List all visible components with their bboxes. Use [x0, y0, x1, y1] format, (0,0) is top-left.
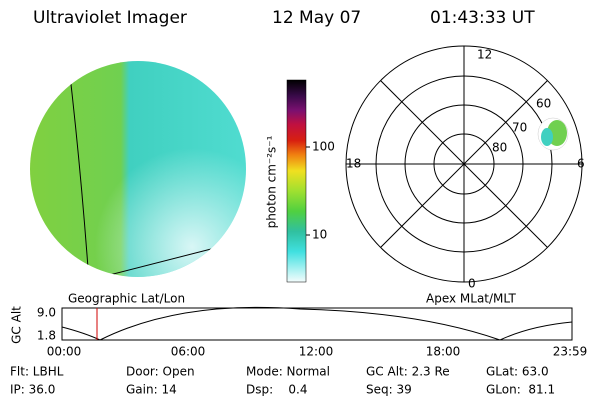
y-tick-label: 1.8 [37, 329, 56, 343]
x-tick-label: 23:59 [553, 345, 588, 359]
info-field: Gain: 14 [126, 383, 177, 397]
mlat-label: 70 [512, 121, 527, 135]
caption: Geographic Lat/Lon [68, 292, 185, 306]
mlt-label: 12 [477, 48, 492, 62]
colorbar-tick: 10 [312, 228, 327, 242]
info-field: GC Alt: 2.3 Re [366, 365, 450, 379]
info-field: Mode: Normal [246, 365, 330, 379]
altitude-frame [61, 307, 573, 341]
info-field: Flt: LBHL [10, 365, 64, 379]
mlt-label: 0 [468, 277, 476, 291]
x-tick-label: 18:00 [426, 345, 461, 359]
colorbar-tick: 100 [312, 140, 335, 154]
y-tick-label: 9.0 [37, 306, 56, 320]
info-field: GLat: 63.0 [486, 365, 549, 379]
y-label: GC Alt [10, 306, 24, 344]
mlt-label: 18 [346, 157, 361, 171]
info-field: Dsp: 0.4 [246, 383, 308, 397]
aurora-blob [537, 117, 569, 151]
x-tick-label: 00:00 [47, 345, 82, 359]
time: 01:43:33 UT [430, 8, 535, 28]
colorbar [286, 79, 307, 283]
altitude-curve [61, 306, 573, 341]
polar-grid [345, 45, 583, 283]
x-tick-label: 06:00 [171, 345, 206, 359]
info-field: Door: Open [126, 365, 195, 379]
x-tick-label: 12:00 [299, 345, 334, 359]
info-field: Seq: 39 [366, 383, 412, 397]
info-field: GLon: 81.1 [486, 383, 555, 397]
title: Ultraviolet Imager [33, 8, 187, 28]
image-disc [30, 61, 246, 277]
info-field: IP: 36.0 [10, 383, 55, 397]
caption: Apex MLat/MLT [426, 292, 516, 306]
mlat-label: 60 [536, 97, 551, 111]
mlt-label: 6 [577, 157, 585, 171]
mlat-label: 80 [492, 141, 507, 155]
colorbar-label: photon cm⁻²s⁻¹ [265, 135, 279, 228]
date: 12 May 07 [272, 8, 361, 28]
